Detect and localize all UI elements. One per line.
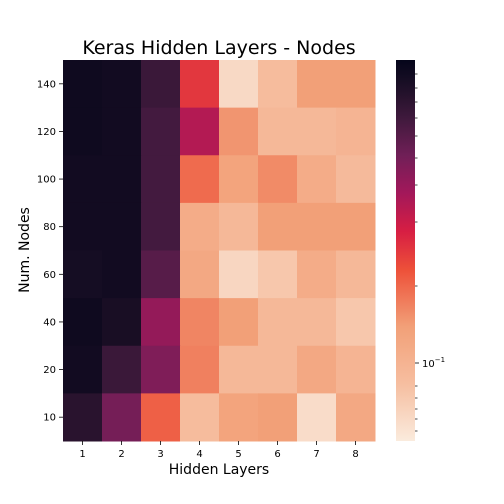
heatmap-cell	[180, 60, 220, 109]
y-axis-label: Num. Nodes	[17, 207, 33, 293]
heatmap-cell	[63, 202, 103, 251]
y-tick-label: 20	[43, 365, 56, 376]
heatmap-cell	[63, 107, 103, 156]
heatmap-cell	[63, 298, 103, 347]
heatmap-cell	[102, 202, 142, 251]
heatmap-cell	[219, 298, 259, 347]
heatmap-cell	[141, 298, 181, 347]
heatmap-cell	[219, 60, 259, 109]
colorbar-tick-exponent: −1	[435, 356, 445, 364]
x-axis-label: Hidden Layers	[169, 462, 269, 478]
heatmap-cell	[258, 60, 298, 109]
x-tick-label: 1	[79, 449, 85, 460]
heatmap-cell	[219, 250, 259, 299]
heatmap-cell	[219, 393, 259, 442]
heatmap-cell	[336, 155, 376, 204]
heatmap-cell	[180, 298, 220, 347]
colorbar	[396, 60, 415, 441]
chart-title: Keras Hidden Layers - Nodes	[82, 37, 355, 59]
x-tick-label: 7	[313, 449, 319, 460]
x-tick-label: 4	[196, 449, 202, 460]
heatmap-cell	[336, 107, 376, 156]
x-tick-label: 6	[274, 449, 280, 460]
y-tick-label: 40	[43, 317, 56, 328]
heatmap-cell	[180, 155, 220, 204]
heatmap-cell	[297, 155, 337, 204]
heatmap-cell	[336, 60, 376, 109]
colorbar-ticks	[415, 73, 419, 432]
heatmap-cell	[336, 393, 376, 442]
heatmap-cell	[63, 155, 103, 204]
heatmap-cell	[297, 60, 337, 109]
heatmap-cell	[180, 393, 220, 442]
heatmap-cell	[219, 202, 259, 251]
heatmap-cell	[102, 393, 142, 442]
heatmap-cell	[102, 298, 142, 347]
heatmap-cell	[102, 155, 142, 204]
heatmap-cell	[219, 107, 259, 156]
heatmap-cell	[63, 250, 103, 299]
heatmap-cell	[258, 202, 298, 251]
heatmap-cell	[141, 393, 181, 442]
heatmap-cell	[180, 345, 220, 394]
heatmap-cell	[336, 250, 376, 299]
x-tick-label: 8	[352, 449, 358, 460]
heatmap-cell	[141, 345, 181, 394]
heatmap-cell	[180, 107, 220, 156]
heatmap-cell	[297, 298, 337, 347]
heatmap-cell	[258, 250, 298, 299]
heatmap-cell	[102, 345, 142, 394]
heatmap-cell	[297, 393, 337, 442]
heatmap-cell	[180, 250, 220, 299]
heatmap-cell	[258, 345, 298, 394]
heatmap-cell	[102, 250, 142, 299]
heatmap-cell	[141, 155, 181, 204]
heatmap-cell	[336, 202, 376, 251]
heatmap-cell	[180, 202, 220, 251]
heatmap-cell	[141, 60, 181, 109]
colorbar-tick-base: 10	[422, 359, 435, 370]
heatmap-cell	[297, 202, 337, 251]
heatmap-cell	[297, 250, 337, 299]
heatmap-cell	[297, 345, 337, 394]
y-tick-label: 60	[43, 270, 56, 281]
y-tick-label: 120	[37, 127, 56, 138]
y-tick-label: 100	[37, 175, 56, 186]
heatmap-cell	[258, 107, 298, 156]
y-tick-label: 10	[43, 413, 56, 424]
heatmap-cell	[141, 250, 181, 299]
heatmap-cell	[63, 60, 103, 109]
heatmap-cell	[258, 393, 298, 442]
heatmap-cell	[102, 60, 142, 109]
y-tick-label: 80	[43, 222, 56, 233]
heatmap-cell	[219, 155, 259, 204]
heatmap-cell	[141, 202, 181, 251]
x-tick-label: 2	[118, 449, 124, 460]
heatmap-cell	[258, 155, 298, 204]
heatmap-cell	[102, 107, 142, 156]
x-tick-label: 5	[235, 449, 241, 460]
heatmap-cell	[336, 298, 376, 347]
y-axis-ticks: 140 120 100 80 60 40 20 10	[37, 79, 63, 424]
heatmap-cell	[219, 345, 259, 394]
heatmap-cell	[258, 298, 298, 347]
heatmap-cell	[141, 107, 181, 156]
heatmap-cell	[63, 345, 103, 394]
heatmap-cell	[63, 393, 103, 442]
x-tick-label: 3	[157, 449, 163, 460]
heatmap-cell	[336, 345, 376, 394]
heatmap-cell	[297, 107, 337, 156]
colorbar-tick-label: 10−1	[422, 356, 445, 370]
y-tick-label: 140	[37, 79, 56, 90]
heatmap-cells	[63, 60, 376, 442]
x-axis-ticks: 1 2 3 4 5 6 7 8	[79, 441, 359, 460]
